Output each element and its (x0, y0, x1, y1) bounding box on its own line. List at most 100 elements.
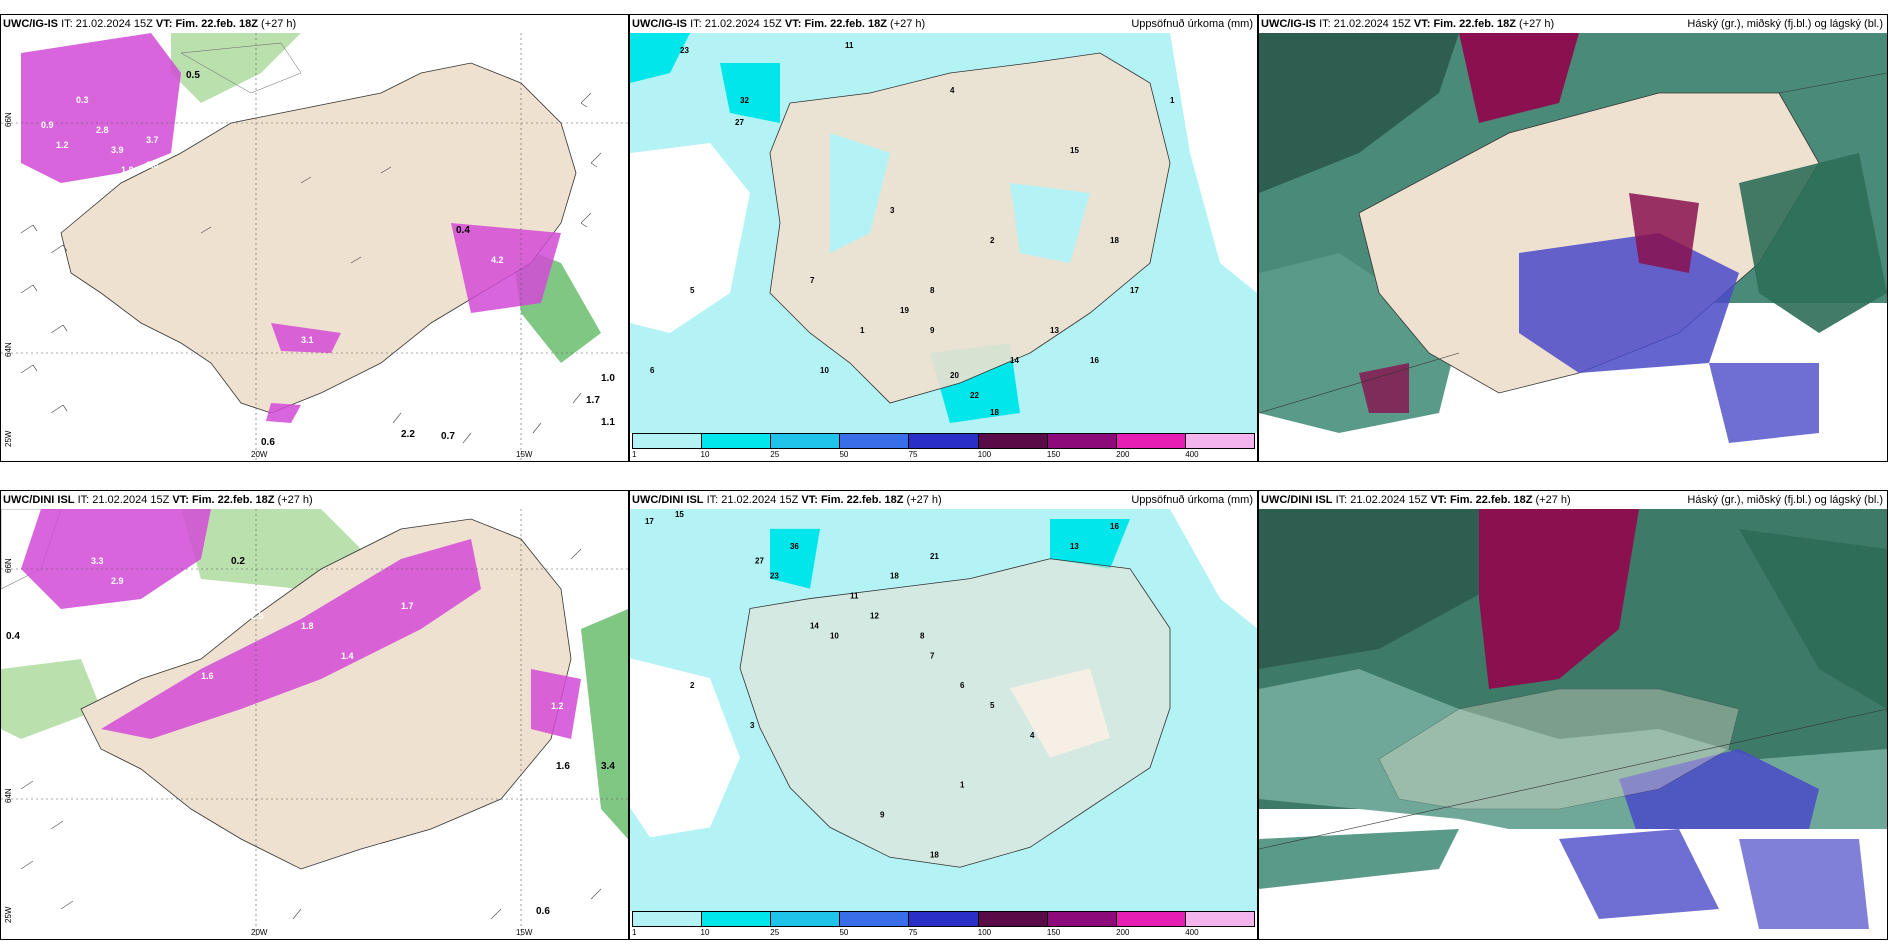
svg-text:1.2: 1.2 (56, 140, 69, 150)
svg-text:32: 32 (740, 96, 749, 105)
svg-text:21: 21 (930, 552, 939, 561)
svg-text:1: 1 (960, 781, 965, 790)
legend-tick: 25 (770, 450, 780, 459)
lead-time: (+27 h) (906, 494, 942, 506)
vt-value: Fim. 22.feb. 18Z (191, 494, 275, 506)
legend-bin (1116, 912, 1186, 926)
svg-text:0.5: 0.5 (186, 70, 200, 81)
svg-text:8: 8 (930, 286, 935, 295)
legend-tick: 75 (908, 450, 918, 459)
svg-text:3.7: 3.7 (146, 135, 159, 145)
svg-text:27: 27 (755, 557, 764, 566)
panel-bottom-left: UWC/DINI ISL IT: 21.02.2024 15Z VT: Fim.… (0, 490, 629, 940)
svg-text:0.4: 0.4 (6, 631, 20, 642)
svg-text:4.2: 4.2 (491, 255, 504, 265)
svg-text:17: 17 (645, 517, 654, 526)
lead-time: (+27 h) (1535, 494, 1571, 506)
model-name: UWC/DINI ISL (3, 494, 75, 506)
svg-text:0.6: 0.6 (261, 437, 275, 448)
it-label: IT: (706, 494, 719, 506)
svg-text:2.5: 2.5 (251, 611, 264, 621)
legend-tick: 75 (908, 928, 918, 937)
model-name: UWC/IG-IS (3, 18, 58, 30)
panel-top-middle: UWC/IG-IS IT: 21.02.2024 15Z VT: Fim. 22… (629, 14, 1258, 462)
svg-text:23: 23 (770, 572, 779, 581)
map-wind-precip: 3.3 2.9 3.2 1.1 3.1 2.8 1.6 2.5 1.8 1.4 … (1, 509, 628, 939)
svg-text:1.7: 1.7 (586, 395, 600, 406)
it-label: IT: (690, 18, 702, 30)
svg-text:1.1: 1.1 (601, 417, 615, 428)
svg-text:23: 23 (680, 46, 689, 55)
legend-bin (702, 434, 772, 448)
panel-field-title: Uppsöfnuð úrkoma (mm) (1131, 494, 1253, 506)
svg-text:1.1: 1.1 (141, 631, 154, 641)
legend-bin (702, 912, 772, 926)
svg-text:5: 5 (690, 286, 695, 295)
legend-bin (840, 434, 910, 448)
model-name: UWC/DINI ISL (632, 494, 704, 506)
svg-text:17: 17 (1130, 286, 1139, 295)
legend-bin (1116, 434, 1186, 448)
svg-text:1: 1 (1170, 96, 1175, 105)
svg-text:7: 7 (930, 651, 935, 660)
svg-text:3.3: 3.3 (91, 556, 104, 566)
svg-text:13: 13 (1050, 326, 1059, 335)
svg-text:25W: 25W (4, 906, 13, 923)
legend-tick: 400 (1185, 450, 1199, 459)
legend-tick: 100 (977, 928, 992, 937)
svg-text:4: 4 (950, 86, 955, 95)
precip-legend: 1 10 25 50 75 100 150 200 400 (632, 433, 1255, 459)
legend-tick: 400 (1185, 928, 1199, 937)
vt-label: VT: (784, 18, 802, 30)
legend-bin (1047, 912, 1117, 926)
it-value: 21.02.2024 15Z (92, 494, 170, 506)
svg-text:3: 3 (750, 721, 755, 730)
vt-label: VT: (172, 494, 189, 506)
legend-bin (1185, 912, 1254, 926)
svg-text:27: 27 (735, 118, 744, 127)
it-label: IT: (1335, 494, 1348, 506)
model-name: UWC/DINI ISL (1261, 494, 1333, 506)
panel-field-title: Uppsöfnuð úrkoma (mm) (1131, 18, 1253, 30)
svg-text:20: 20 (950, 371, 959, 380)
svg-text:1.6: 1.6 (556, 761, 570, 772)
precip-magenta-band (101, 539, 481, 739)
svg-text:6: 6 (650, 366, 655, 375)
legend-bin (909, 434, 979, 448)
svg-text:15: 15 (1070, 146, 1079, 155)
svg-text:19: 19 (900, 306, 909, 315)
svg-text:0.4: 0.4 (456, 225, 470, 236)
precip-magenta-nw (21, 509, 211, 609)
svg-text:3.1: 3.1 (301, 335, 314, 345)
svg-text:0.3: 0.3 (76, 95, 89, 105)
svg-text:16: 16 (1110, 522, 1119, 531)
it-label: IT: (77, 494, 90, 506)
vt-value: Fim. 22.feb. 18Z (1449, 494, 1533, 506)
legend-bin (909, 912, 979, 926)
svg-text:22: 22 (970, 391, 979, 400)
legend-tick: 1 (632, 450, 637, 459)
svg-text:0.6: 0.6 (536, 906, 550, 917)
svg-text:15: 15 (675, 510, 684, 519)
precip-magenta-nw (21, 33, 181, 183)
legend-tick: 150 (1046, 450, 1061, 459)
cloud-mid-layer (1459, 33, 1579, 123)
svg-text:1.2: 1.2 (551, 701, 564, 711)
legend-tick: 200 (1116, 928, 1130, 937)
iceland-coastline (769, 52, 1171, 404)
svg-text:10: 10 (820, 366, 829, 375)
svg-text:0.9: 0.9 (41, 120, 54, 130)
svg-text:5: 5 (990, 701, 995, 710)
svg-text:1.6: 1.6 (201, 671, 214, 681)
svg-text:2.8: 2.8 (96, 125, 109, 135)
legend-tick: 10 (700, 450, 710, 459)
svg-text:14: 14 (1010, 356, 1019, 365)
svg-text:66N: 66N (4, 112, 13, 127)
svg-text:1.8: 1.8 (121, 165, 134, 175)
svg-text:25W: 25W (4, 430, 13, 447)
panel-top-right: UWC/IG-IS IT: 21.02.2024 15Z VT: Fim. 22… (1258, 14, 1888, 462)
it-value: 21.02.2024 15Z (75, 18, 153, 30)
lead-time: (+27 h) (890, 18, 926, 30)
svg-text:2: 2 (690, 681, 695, 690)
panel-header: UWC/DINI ISL IT: 21.02.2024 15Z VT: Fim.… (1259, 491, 1887, 509)
